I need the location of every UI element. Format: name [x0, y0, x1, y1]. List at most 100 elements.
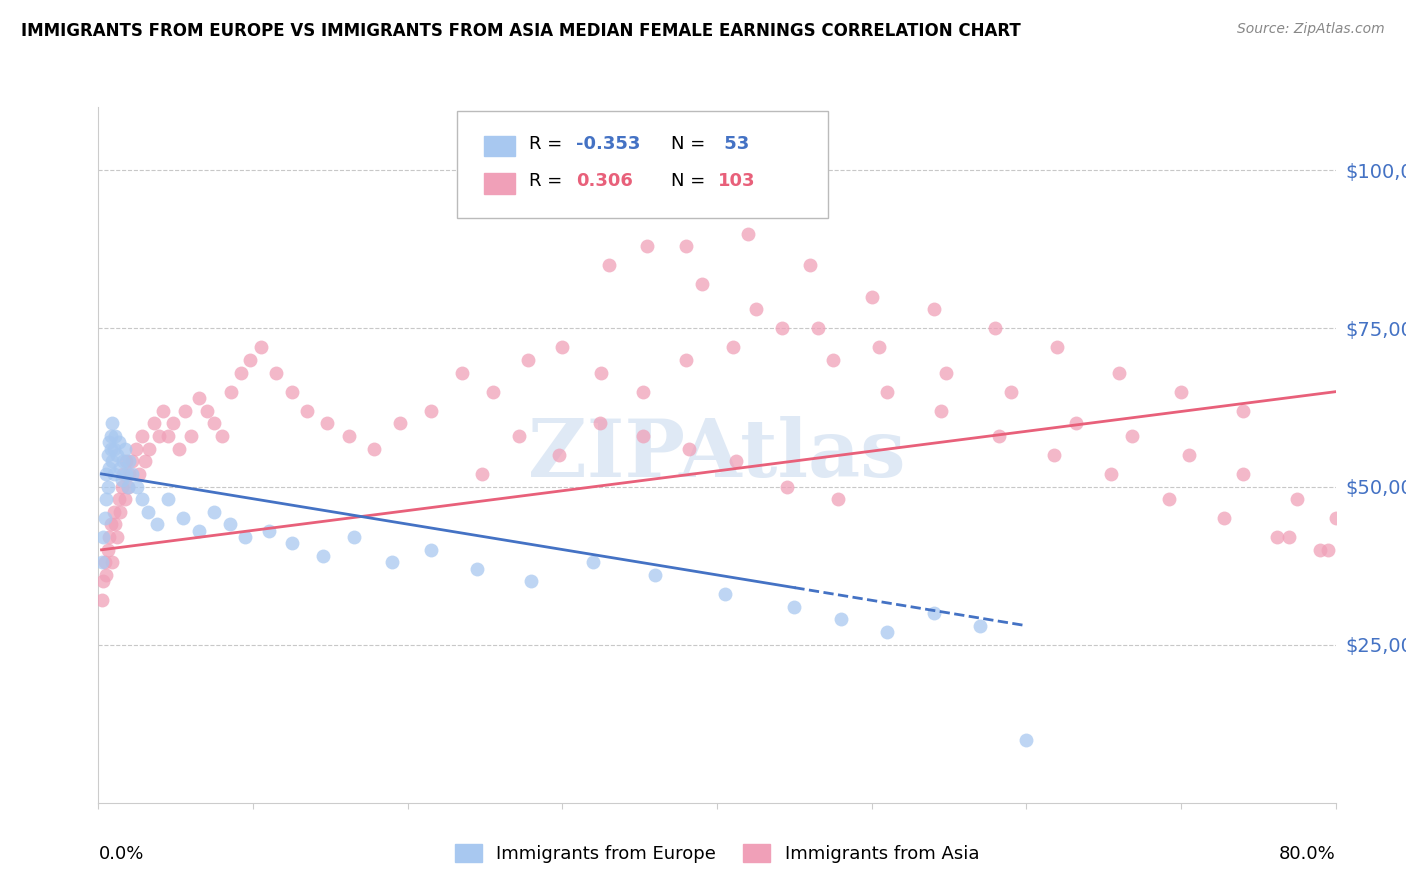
- Text: N =: N =: [671, 135, 711, 153]
- Point: [173, 511, 195, 525]
- Point: [157, 429, 180, 443]
- Point: [1213, 511, 1236, 525]
- Point: [1000, 384, 1022, 399]
- Point: [131, 492, 153, 507]
- Point: [1309, 542, 1331, 557]
- Point: [631, 384, 654, 399]
- Point: [204, 417, 226, 431]
- Point: [520, 574, 543, 589]
- Point: [195, 403, 218, 417]
- Point: [869, 340, 891, 354]
- Point: [162, 417, 184, 431]
- Point: [807, 321, 830, 335]
- Point: [101, 556, 124, 570]
- Text: N =: N =: [671, 172, 711, 191]
- Point: [101, 417, 124, 431]
- Point: [690, 277, 713, 292]
- Point: [97, 448, 120, 462]
- Point: [1286, 492, 1309, 507]
- Point: [343, 530, 366, 544]
- Point: [984, 321, 1007, 335]
- Text: 0.306: 0.306: [576, 172, 633, 191]
- Text: IMMIGRANTS FROM EUROPE VS IMMIGRANTS FROM ASIA MEDIAN FEMALE EARNINGS CORRELATIO: IMMIGRANTS FROM EUROPE VS IMMIGRANTS FRO…: [21, 22, 1021, 40]
- Point: [419, 542, 441, 557]
- Point: [644, 568, 666, 582]
- Point: [114, 492, 136, 507]
- Text: R =: R =: [529, 135, 568, 153]
- Point: [118, 467, 141, 481]
- Point: [101, 454, 124, 468]
- Point: [93, 556, 115, 570]
- Point: [631, 429, 654, 443]
- Point: [821, 353, 844, 368]
- Point: [1324, 511, 1347, 525]
- Point: [104, 517, 127, 532]
- Point: [1170, 384, 1192, 399]
- Point: [115, 454, 138, 468]
- Point: [93, 511, 115, 525]
- Point: [107, 492, 129, 507]
- Point: [783, 599, 806, 614]
- Point: [675, 353, 697, 368]
- Point: [675, 239, 697, 253]
- Point: [97, 479, 120, 493]
- Point: [90, 556, 112, 570]
- Point: [108, 460, 131, 475]
- Point: [591, 366, 613, 380]
- Point: [98, 460, 121, 475]
- Point: [235, 530, 257, 544]
- Point: [876, 625, 898, 640]
- Point: [97, 542, 120, 557]
- Point: [548, 448, 571, 462]
- Point: [1232, 467, 1254, 481]
- Point: [174, 403, 197, 417]
- Point: [450, 366, 472, 380]
- Point: [1064, 417, 1087, 431]
- Point: [876, 384, 898, 399]
- Point: [381, 556, 404, 570]
- Point: [131, 429, 153, 443]
- Point: [388, 417, 412, 431]
- Point: [114, 442, 136, 456]
- Point: [1121, 429, 1143, 443]
- Point: [188, 524, 211, 538]
- Point: [152, 403, 174, 417]
- Point: [98, 530, 121, 544]
- Bar: [485, 136, 516, 156]
- Point: [167, 442, 190, 456]
- Point: [508, 429, 530, 443]
- Point: [551, 340, 574, 354]
- Text: ZIPAtlas: ZIPAtlas: [529, 416, 905, 494]
- Point: [316, 417, 339, 431]
- Point: [96, 467, 118, 481]
- Point: [91, 530, 114, 544]
- Point: [922, 302, 945, 317]
- Point: [799, 258, 821, 272]
- Text: 103: 103: [718, 172, 756, 191]
- Point: [281, 536, 304, 550]
- Point: [250, 340, 273, 354]
- Point: [830, 612, 852, 626]
- Point: [678, 442, 700, 456]
- Point: [221, 384, 243, 399]
- Point: [103, 467, 125, 481]
- Point: [121, 454, 143, 468]
- Point: [100, 517, 122, 532]
- Point: [471, 467, 494, 481]
- Point: [180, 429, 202, 443]
- Point: [1108, 366, 1130, 380]
- Point: [107, 435, 129, 450]
- Point: [1046, 340, 1069, 354]
- Point: [96, 492, 118, 507]
- Point: [103, 505, 125, 519]
- Point: [90, 593, 112, 607]
- Point: [157, 492, 180, 507]
- Point: [281, 384, 304, 399]
- Text: 80.0%: 80.0%: [1279, 845, 1336, 863]
- Point: [117, 479, 139, 493]
- Text: 0.0%: 0.0%: [98, 845, 143, 863]
- Point: [312, 549, 335, 563]
- Text: Source: ZipAtlas.com: Source: ZipAtlas.com: [1237, 22, 1385, 37]
- Point: [337, 429, 360, 443]
- Point: [112, 467, 135, 481]
